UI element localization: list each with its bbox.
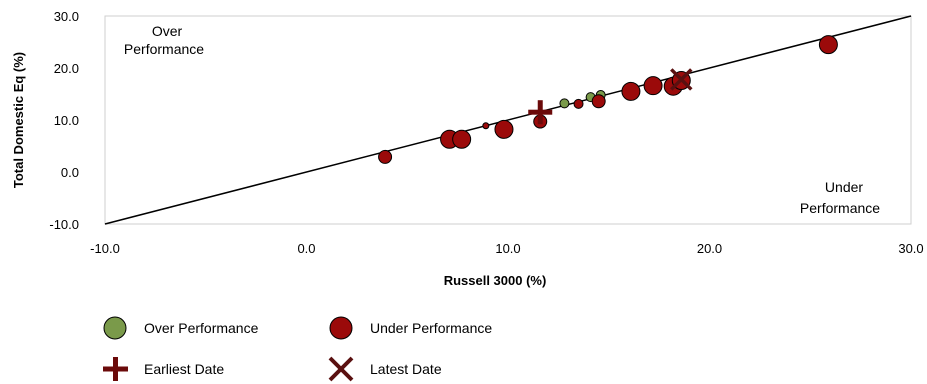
y-tick-label: 30.0 [54,9,79,24]
point-under-performance [621,81,641,101]
scatter-chart: -10.0 0.0 10.0 20.0 30.0 -10.0 0.0 10.0 20.0 30.… [11,9,924,288]
legend: Over Performance Under Performance Earli… [100,314,560,384]
plus-horizontal-bar [528,109,553,115]
y-tick-label: 20.0 [54,61,79,76]
x-tick-label: 0.0 [297,241,315,256]
point-under-performance [482,122,490,130]
y-tick-label: 0.0 [61,165,79,180]
over-performance-label-line1: Over [152,23,183,39]
x-tick-label: -10.0 [90,241,120,256]
x-tick-label: 20.0 [697,241,722,256]
legend-item-earliest-date: Earliest Date [100,355,224,383]
reference-line [104,15,912,225]
legend-label-over-performance: Over Performance [144,320,259,336]
point-under-performance [643,76,663,96]
x-stroke-b [670,68,693,91]
point-under-performance [818,35,838,55]
earliest-date-marker [528,100,553,125]
point-under-performance [494,119,514,139]
point-under-performance [378,149,393,164]
legend-label-under-performance: Under Performance [370,320,493,336]
point-under-performance [452,129,472,149]
x-tick-label: 30.0 [898,241,923,256]
point-under-performance [591,94,606,109]
y-tick-label: -10.0 [49,217,79,232]
under-performance-label-line2: Performance [800,200,880,216]
legend-item-latest-date: Latest Date [326,355,442,383]
point-over-performance [559,98,570,109]
y-axis-title: Total Domestic Eq (%) [11,52,26,188]
under-performance-label-line1: Under [825,179,863,195]
legend-x-icon [326,355,356,383]
legend-label-latest-date: Latest Date [370,361,442,377]
legend-plus-icon [100,355,130,383]
legend-item-under-performance: Under Performance [326,314,492,342]
x-axis-title: Russell 3000 (%) [444,273,547,288]
legend-over-performance-icon [100,314,130,342]
x-tick-label: 10.0 [495,241,520,256]
legend-label-earliest-date: Earliest Date [144,361,225,377]
legend-under-performance-icon [326,314,356,342]
y-tick-label: 10.0 [54,113,79,128]
point-under-performance [573,98,584,109]
legend-item-over-performance: Over Performance [100,314,258,342]
latest-date-marker [670,68,693,91]
over-performance-label-line2: Performance [124,41,204,57]
